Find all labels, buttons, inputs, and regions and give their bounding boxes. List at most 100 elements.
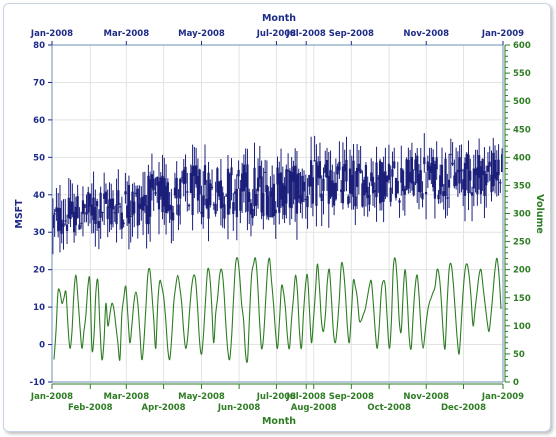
plot-border <box>51 44 504 383</box>
msft-bar <box>180 177 184 179</box>
msft-bar <box>412 181 415 196</box>
msft-bar <box>301 175 304 202</box>
msft-bar <box>451 162 454 165</box>
msft-bar <box>67 197 70 219</box>
msft-bar <box>200 211 203 214</box>
msft-bar <box>187 204 191 207</box>
msft-bar <box>127 184 131 224</box>
msft-bar <box>191 165 194 216</box>
top-axis: Jan-2008 Mar-2008 May-2008 Jul-2008Jul-2008… <box>30 29 524 45</box>
msft-bar <box>195 165 198 185</box>
bottom-tick-label: Nov-2008 <box>403 392 449 402</box>
msft-bar <box>378 160 382 204</box>
right-tick-label: 400 <box>513 153 531 163</box>
msft-bar <box>493 159 497 179</box>
msft-bar <box>108 199 111 208</box>
msft-bar <box>377 177 380 180</box>
msft-bar <box>154 192 157 194</box>
bottom-tick-label: May-2008 <box>178 392 225 402</box>
msft-bar <box>129 215 132 217</box>
bottom-tick-label: Apr-2008 <box>142 403 186 413</box>
msft-bar <box>324 164 327 173</box>
msft-bar <box>221 192 224 208</box>
msft-bar <box>290 172 293 209</box>
left-tick-label: 60 <box>33 116 45 126</box>
msft-bar <box>426 161 429 171</box>
bottom-tick-label: Oct-2008 <box>367 403 411 413</box>
msft-bar <box>55 207 58 212</box>
msft-bar <box>363 179 366 196</box>
msft-bar <box>384 171 387 197</box>
msft-bar <box>225 195 228 197</box>
msft-bar <box>398 200 401 203</box>
msft-bar <box>281 183 284 207</box>
top-tick-label: Jan-2009 <box>481 29 524 39</box>
msft-bar <box>403 188 406 195</box>
msft-bar <box>283 185 286 215</box>
msft-bar <box>304 199 307 201</box>
msft-bar <box>163 178 166 207</box>
msft-bar <box>58 207 62 231</box>
msft-bar <box>481 158 484 176</box>
msft-bar <box>177 204 180 216</box>
right-tick-label: 550 <box>513 69 531 79</box>
msft-bar <box>490 174 493 193</box>
top-tick-label: Jul-2008 <box>256 29 296 39</box>
msft-bar <box>405 159 408 190</box>
msft-bar <box>196 175 200 201</box>
msft-bar <box>440 164 444 187</box>
msft-bar <box>435 157 438 170</box>
msft-bar <box>460 169 463 172</box>
msft-bar <box>223 204 226 219</box>
msft-bar <box>212 204 215 206</box>
msft-bar <box>233 191 237 194</box>
msft-bar <box>458 157 461 184</box>
msft-bar <box>237 169 240 177</box>
msft-bar <box>218 181 221 197</box>
msft-bar <box>317 165 320 178</box>
msft-bar <box>462 179 465 190</box>
msft-bar <box>416 155 419 184</box>
msft-bar <box>184 166 187 184</box>
msft-bar <box>465 153 468 170</box>
msft-bar <box>182 169 185 185</box>
msft-bar <box>138 203 141 209</box>
msft-bar <box>352 160 355 197</box>
msft-bar <box>318 161 322 179</box>
right-tick-label: 150 <box>513 294 531 304</box>
msft-bar <box>134 192 138 194</box>
msft-bar <box>373 190 376 193</box>
right-tick-label: 0 <box>513 378 519 388</box>
top-tick-label: Mar-2008 <box>104 29 150 39</box>
msft-bar <box>73 211 76 233</box>
msft-bar <box>60 219 63 234</box>
left-tick-label: 0 <box>39 341 45 351</box>
msft-bar <box>313 160 316 162</box>
msft-bar <box>449 154 452 156</box>
top-tick-label: Sep-2008 <box>329 29 374 39</box>
msft-bar <box>101 211 104 213</box>
msft-bar <box>267 196 270 218</box>
msft-bar <box>417 173 421 193</box>
msft-bar <box>332 183 336 206</box>
msft-bar <box>230 167 233 176</box>
msft-bar <box>126 205 129 218</box>
msft-bar <box>428 165 431 180</box>
left-tick-label: 10 <box>33 303 45 313</box>
msft-bar <box>51 214 54 229</box>
msft-bar <box>331 180 334 197</box>
msft-bar <box>260 176 263 213</box>
msft-bar <box>380 162 383 203</box>
msft-bar <box>69 201 72 219</box>
msft-bar <box>442 191 445 197</box>
msft-bar <box>322 178 325 191</box>
msft-bar <box>343 164 346 172</box>
msft-bar <box>325 160 329 178</box>
msft-bar <box>159 177 162 197</box>
msft-bar <box>111 198 115 210</box>
msft-bar <box>364 164 368 193</box>
msft-bar <box>157 181 161 210</box>
msft-bar <box>172 212 175 221</box>
msft-bar <box>350 175 353 195</box>
